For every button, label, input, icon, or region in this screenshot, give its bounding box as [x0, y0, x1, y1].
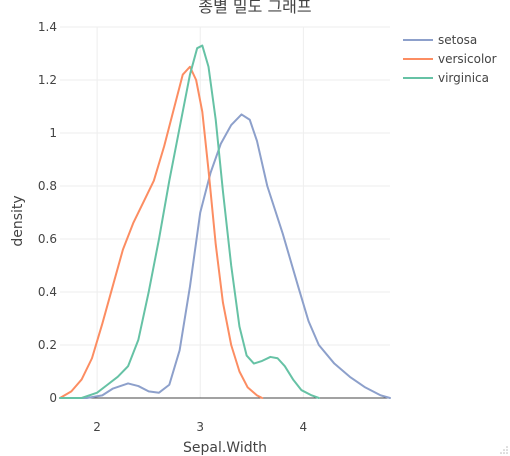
x-axis-title: Sepal.Width — [183, 440, 267, 456]
y-axis-title: density — [10, 195, 26, 246]
series-line-versicolor[interactable] — [59, 65, 264, 399]
x-tick-label: 2 — [93, 420, 101, 434]
y-tick-label: 0.4 — [38, 285, 57, 299]
series-line-setosa[interactable] — [59, 113, 391, 399]
y-axis-ticks: 0 0.2 0.4 0.6 0.8 1 1.2 1.4 — [38, 20, 57, 405]
y-tick-label: 1.4 — [38, 20, 57, 34]
x-tick-label: 3 — [196, 420, 204, 434]
x-axis-ticks: 2 3 4 — [93, 420, 307, 434]
legend[interactable]: setosa versicolor virginica — [403, 33, 497, 85]
legend-item-setosa[interactable]: setosa — [403, 33, 477, 47]
resize-handle-icon[interactable] — [500, 446, 508, 454]
y-tick-label: 0.8 — [38, 179, 57, 193]
y-tick-label: 0.6 — [38, 232, 57, 246]
chart-title: 종별 밀도 그래프 — [198, 0, 311, 16]
plot-area[interactable] — [59, 44, 391, 399]
legend-label: setosa — [438, 33, 477, 47]
legend-item-versicolor[interactable]: versicolor — [403, 52, 497, 66]
series-line-virginica[interactable] — [59, 44, 320, 399]
legend-label: virginica — [438, 71, 489, 85]
y-tick-label: 0 — [49, 391, 57, 405]
y-gridlines — [60, 26, 390, 346]
y-tick-label: 0.2 — [38, 338, 57, 352]
y-tick-label: 1 — [49, 126, 57, 140]
legend-item-virginica[interactable]: virginica — [403, 71, 489, 85]
x-tick-label: 4 — [300, 420, 308, 434]
legend-label: versicolor — [438, 52, 497, 66]
y-tick-label: 1.2 — [38, 73, 57, 87]
